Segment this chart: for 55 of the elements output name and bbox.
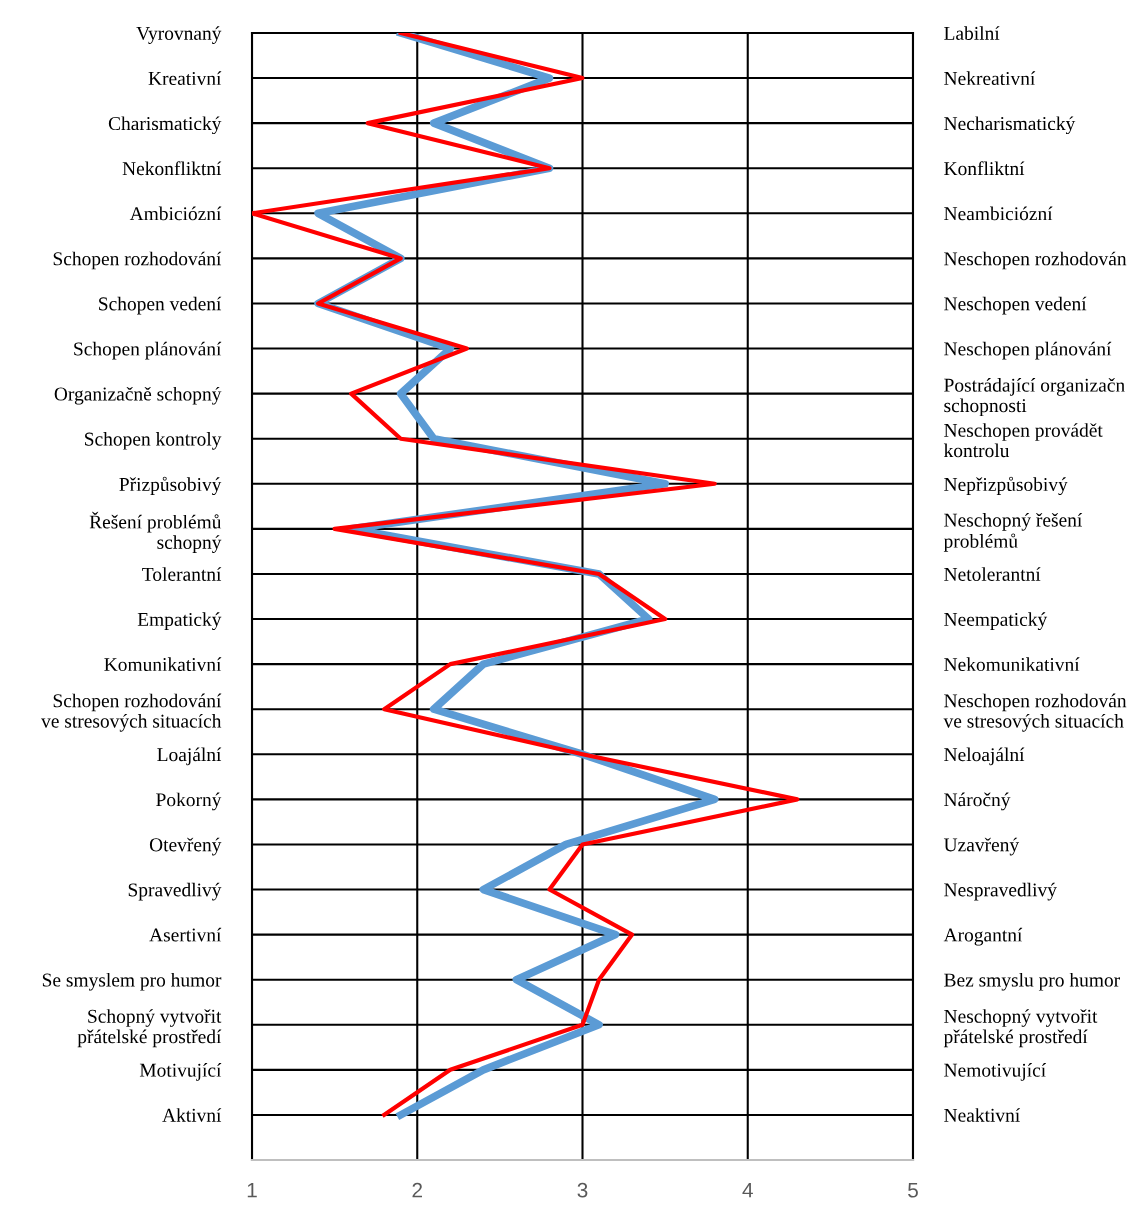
y2-tick-label: Neschopný vytvořit přátelské prostředí	[943, 1009, 1098, 1048]
y2-tick-label: Konfliktní	[944, 161, 1025, 176]
y-tick-label: Schopný vytvořit přátelské prostředí	[77, 1009, 222, 1048]
y2-tick-label: Nepřizpůsobivý	[944, 476, 1068, 496]
y2-tick-label: Necharismatický	[944, 116, 1076, 135]
y2-tick-label: Neschopen rozhodován ve stresových situacích	[943, 693, 1127, 732]
y-tick-label: Přizpůsobivý	[119, 476, 222, 496]
y-tick-label: Loajální	[157, 747, 222, 766]
x-tick-label: 2	[412, 1182, 422, 1198]
y-tick-label: Empatický	[137, 612, 222, 630]
y-tick-label: Motivující	[139, 1063, 222, 1081]
y-tick-label: Aktivní	[162, 1108, 222, 1122]
x-tick-label: 4	[742, 1182, 753, 1198]
y2-tick-label: Neempatický	[944, 612, 1048, 630]
y-tick-label: Spravedlivý	[128, 882, 222, 901]
y-tick-label: Schopen rozhodování ve stresových situacích	[41, 693, 222, 732]
y-tick-label: Řešení problémů schopný	[89, 511, 222, 553]
y-tick-label: Organizačně schopný	[54, 386, 222, 405]
y-tick-label: Schopen rozhodování	[53, 251, 222, 270]
x-tick-label: 5	[908, 1182, 918, 1198]
y2-tick-label: Neaktivní	[944, 1108, 1021, 1122]
y2-tick-label: Arogantní	[943, 927, 1023, 946]
y-tick-label: Vyrovnaný	[136, 26, 222, 44]
y-tick-label: Charismatický	[108, 116, 222, 135]
y2-tick-label: Nekomunikativní	[944, 657, 1080, 672]
y2-tick-label: Neloajální	[944, 747, 1025, 766]
y2-tick-label: Neambiciózní	[944, 206, 1053, 221]
x-tick-label: 1	[247, 1182, 257, 1198]
y2-tick-label: Nekreativní	[944, 71, 1036, 86]
y2-tick-label: Neschopen provádět kontrolu	[943, 423, 1103, 458]
y-tick-label: Tolerantní	[142, 567, 222, 581]
y2-tick-label: Labilní	[944, 26, 1000, 40]
y2-tick-label: Nespravedlivý	[944, 882, 1057, 901]
y2-tick-label: Nemotivující	[944, 1063, 1046, 1081]
y-tick-label: Schopen kontroly	[85, 431, 222, 450]
y-tick-label: Komunikativní	[104, 657, 222, 672]
y2-tick-label: Postrádající organizačn schopnosti	[944, 378, 1125, 417]
x-tick-label: 3	[577, 1182, 588, 1198]
y2-tick-label: Netolerantní	[944, 567, 1041, 581]
y-tick-label: Se smyslem pro humor	[42, 972, 222, 991]
y2-tick-label: Uzavřený	[943, 837, 1020, 856]
y-tick-label: Schopen vedení	[99, 296, 222, 315]
y-tick-label: Pokorný	[156, 792, 222, 811]
y-tick-label: Otevřený	[149, 837, 222, 856]
y2-tick-label: Neschopen vedení	[944, 296, 1087, 315]
y2-tick-label: Neschopný řešení problémů	[943, 512, 1083, 552]
y2-tick-label: Neschopen rozhodován	[944, 251, 1127, 270]
y2-tick-label: Neschopen plánování	[944, 341, 1112, 360]
y-tick-label: Schopen plánování	[74, 341, 222, 360]
y-tick-label: Kreativní	[148, 71, 222, 86]
y-tick-label: Ambiciózní	[129, 206, 222, 221]
y2-tick-label: Náročný	[944, 792, 1011, 811]
y-tick-label: Nekonfliktní	[122, 161, 222, 176]
y2-tick-label: Bez smyslu pro humor	[944, 972, 1120, 991]
y-tick-label: Asertivní	[149, 927, 222, 942]
